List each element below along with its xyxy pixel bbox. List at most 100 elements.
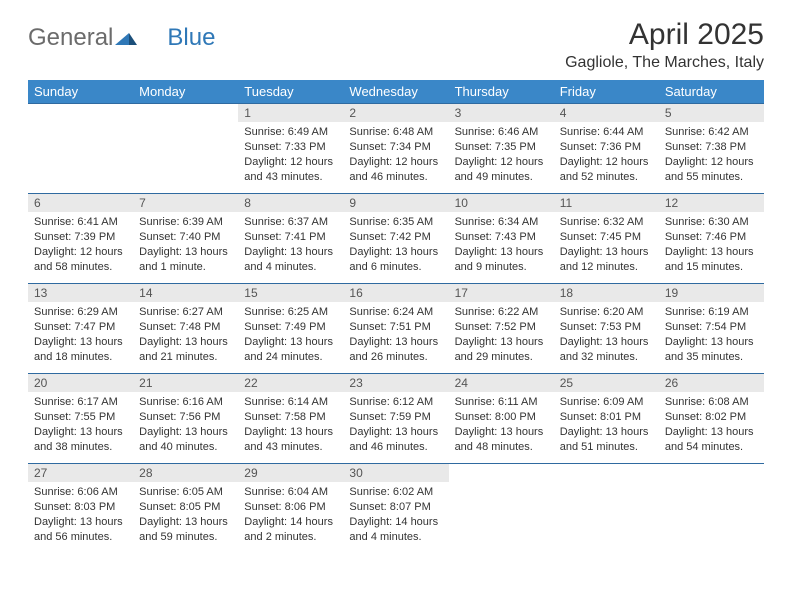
day-cell: Sunrise: 6:42 AMSunset: 7:38 PMDaylight:… (659, 122, 764, 194)
daylight-text: Daylight: 14 hours and 2 minutes. (244, 515, 337, 545)
day-number (449, 464, 554, 483)
sunset-text: Sunset: 7:41 PM (244, 230, 337, 245)
day-cell: Sunrise: 6:22 AMSunset: 7:52 PMDaylight:… (449, 302, 554, 374)
day-cell: Sunrise: 6:19 AMSunset: 7:54 PMDaylight:… (659, 302, 764, 374)
sunrise-text: Sunrise: 6:35 AM (349, 215, 442, 230)
daylight-text: Daylight: 13 hours and 59 minutes. (139, 515, 232, 545)
dayheader-thu: Thursday (449, 80, 554, 104)
day-number: 24 (449, 374, 554, 393)
sunset-text: Sunset: 7:59 PM (349, 410, 442, 425)
day-number: 28 (133, 464, 238, 483)
sunrise-text: Sunrise: 6:29 AM (34, 305, 127, 320)
day-number: 23 (343, 374, 448, 393)
day-number: 21 (133, 374, 238, 393)
daynum-row: 12345 (28, 104, 764, 123)
sunrise-text: Sunrise: 6:08 AM (665, 395, 758, 410)
day-cell: Sunrise: 6:09 AMSunset: 8:01 PMDaylight:… (554, 392, 659, 464)
content-row: Sunrise: 6:17 AMSunset: 7:55 PMDaylight:… (28, 392, 764, 464)
day-cell: Sunrise: 6:20 AMSunset: 7:53 PMDaylight:… (554, 302, 659, 374)
day-header-row: Sunday Monday Tuesday Wednesday Thursday… (28, 80, 764, 104)
sunset-text: Sunset: 7:40 PM (139, 230, 232, 245)
sunrise-text: Sunrise: 6:20 AM (560, 305, 653, 320)
day-cell: Sunrise: 6:41 AMSunset: 7:39 PMDaylight:… (28, 212, 133, 284)
sunset-text: Sunset: 7:36 PM (560, 140, 653, 155)
sunrise-text: Sunrise: 6:22 AM (455, 305, 548, 320)
sunset-text: Sunset: 7:42 PM (349, 230, 442, 245)
daylight-text: Daylight: 12 hours and 43 minutes. (244, 155, 337, 185)
sunset-text: Sunset: 7:53 PM (560, 320, 653, 335)
day-cell: Sunrise: 6:06 AMSunset: 8:03 PMDaylight:… (28, 482, 133, 553)
dayheader-fri: Friday (554, 80, 659, 104)
daylight-text: Daylight: 13 hours and 40 minutes. (139, 425, 232, 455)
dayheader-tue: Tuesday (238, 80, 343, 104)
sunset-text: Sunset: 7:55 PM (34, 410, 127, 425)
daylight-text: Daylight: 12 hours and 49 minutes. (455, 155, 548, 185)
day-cell (133, 122, 238, 194)
sunrise-text: Sunrise: 6:06 AM (34, 485, 127, 500)
day-cell (554, 482, 659, 553)
dayheader-wed: Wednesday (343, 80, 448, 104)
daylight-text: Daylight: 13 hours and 51 minutes. (560, 425, 653, 455)
daylight-text: Daylight: 13 hours and 54 minutes. (665, 425, 758, 455)
content-row: Sunrise: 6:06 AMSunset: 8:03 PMDaylight:… (28, 482, 764, 553)
day-cell: Sunrise: 6:35 AMSunset: 7:42 PMDaylight:… (343, 212, 448, 284)
sunset-text: Sunset: 7:38 PM (665, 140, 758, 155)
daylight-text: Daylight: 14 hours and 4 minutes. (349, 515, 442, 545)
sunset-text: Sunset: 7:56 PM (139, 410, 232, 425)
daylight-text: Daylight: 13 hours and 4 minutes. (244, 245, 337, 275)
day-number (28, 104, 133, 123)
sunset-text: Sunset: 7:43 PM (455, 230, 548, 245)
sunset-text: Sunset: 8:05 PM (139, 500, 232, 515)
day-number: 27 (28, 464, 133, 483)
day-number: 20 (28, 374, 133, 393)
day-cell: Sunrise: 6:30 AMSunset: 7:46 PMDaylight:… (659, 212, 764, 284)
day-cell (449, 482, 554, 553)
sunset-text: Sunset: 8:06 PM (244, 500, 337, 515)
sunset-text: Sunset: 7:49 PM (244, 320, 337, 335)
day-number: 7 (133, 194, 238, 213)
daylight-text: Daylight: 13 hours and 15 minutes. (665, 245, 758, 275)
day-cell: Sunrise: 6:08 AMSunset: 8:02 PMDaylight:… (659, 392, 764, 464)
day-number: 11 (554, 194, 659, 213)
day-cell: Sunrise: 6:14 AMSunset: 7:58 PMDaylight:… (238, 392, 343, 464)
day-cell: Sunrise: 6:37 AMSunset: 7:41 PMDaylight:… (238, 212, 343, 284)
sunrise-text: Sunrise: 6:25 AM (244, 305, 337, 320)
day-number: 4 (554, 104, 659, 123)
sunrise-text: Sunrise: 6:39 AM (139, 215, 232, 230)
sunset-text: Sunset: 7:39 PM (34, 230, 127, 245)
day-number: 10 (449, 194, 554, 213)
daynum-row: 20212223242526 (28, 374, 764, 393)
day-number: 9 (343, 194, 448, 213)
sunset-text: Sunset: 7:47 PM (34, 320, 127, 335)
day-number: 8 (238, 194, 343, 213)
day-cell: Sunrise: 6:27 AMSunset: 7:48 PMDaylight:… (133, 302, 238, 374)
day-number: 18 (554, 284, 659, 303)
day-number: 3 (449, 104, 554, 123)
day-number (554, 464, 659, 483)
daylight-text: Daylight: 13 hours and 12 minutes. (560, 245, 653, 275)
day-cell: Sunrise: 6:32 AMSunset: 7:45 PMDaylight:… (554, 212, 659, 284)
content-row: Sunrise: 6:49 AMSunset: 7:33 PMDaylight:… (28, 122, 764, 194)
sunset-text: Sunset: 7:35 PM (455, 140, 548, 155)
dayheader-mon: Monday (133, 80, 238, 104)
daynum-row: 6789101112 (28, 194, 764, 213)
title-block: April 2025 Gagliole, The Marches, Italy (565, 18, 764, 72)
daynum-row: 13141516171819 (28, 284, 764, 303)
daylight-text: Daylight: 13 hours and 29 minutes. (455, 335, 548, 365)
header: General Blue April 2025 Gagliole, The Ma… (28, 18, 764, 72)
day-number: 17 (449, 284, 554, 303)
logo-text-2: Blue (167, 24, 215, 52)
day-number: 12 (659, 194, 764, 213)
daylight-text: Daylight: 13 hours and 24 minutes. (244, 335, 337, 365)
sunset-text: Sunset: 7:34 PM (349, 140, 442, 155)
day-number: 30 (343, 464, 448, 483)
day-cell: Sunrise: 6:02 AMSunset: 8:07 PMDaylight:… (343, 482, 448, 553)
page-title: April 2025 (565, 18, 764, 52)
sunset-text: Sunset: 8:02 PM (665, 410, 758, 425)
dayheader-sat: Saturday (659, 80, 764, 104)
day-number (133, 104, 238, 123)
sunrise-text: Sunrise: 6:44 AM (560, 125, 653, 140)
day-number: 26 (659, 374, 764, 393)
day-number: 22 (238, 374, 343, 393)
sunrise-text: Sunrise: 6:41 AM (34, 215, 127, 230)
